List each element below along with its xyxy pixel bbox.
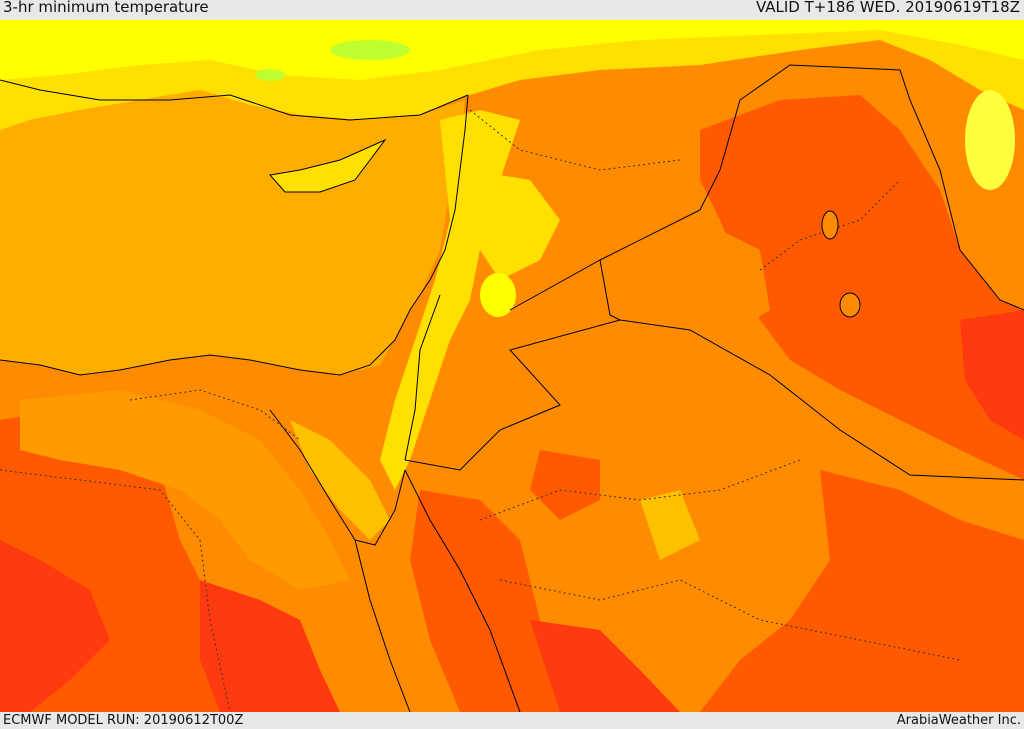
region-iraq-red (700, 95, 1024, 480)
cool-patch-east (965, 90, 1015, 190)
saudi-iraq-border (619, 319, 1024, 481)
temperature-map-svg (0, 20, 1024, 712)
region-sinai (290, 420, 390, 540)
red-patch-center (530, 450, 600, 520)
mediterranean-coastline (0, 94, 469, 376)
map-title: 3-hr minimum temperature (3, 0, 209, 16)
turkey-coastline (0, 79, 469, 121)
border-dotted-2 (479, 459, 801, 521)
valid-time-label: VALID T+186 WED. 20190619T18Z (755, 0, 1020, 16)
lake-1 (821, 210, 839, 240)
region-syria-yellow (470, 170, 560, 280)
yellow-patch-center (640, 490, 700, 560)
temperature-map (0, 20, 1024, 712)
region-gulf-red (960, 310, 1024, 440)
red-sea-west-coast (354, 539, 411, 712)
border-dotted-3 (469, 109, 681, 171)
region-nile-red (200, 580, 340, 712)
cool-patch-2 (255, 69, 285, 81)
red-sea-east-coast (404, 469, 521, 712)
map-footer: ECMWF MODEL RUN: 20190612T00Z ArabiaWeat… (0, 712, 1024, 729)
region-egypt-orange (20, 390, 350, 590)
border-dotted-6 (129, 389, 301, 441)
cool-patch-levant (480, 273, 516, 317)
model-run-label: ECMWF MODEL RUN: 20190612T00Z (3, 713, 244, 728)
region-hejaz-red (410, 490, 600, 712)
cyprus-coastline (269, 138, 387, 193)
jordan-border (404, 259, 622, 471)
credit-label: ArabiaWeather Inc. (896, 713, 1021, 728)
border-dotted-1 (0, 469, 231, 712)
region-egypt-deep-red (0, 540, 110, 712)
region-west-iraq (600, 220, 770, 340)
region-southeast-red (700, 470, 1024, 712)
iraq-border (599, 64, 1024, 311)
coastlines (0, 64, 1024, 712)
cool-patch-1 (330, 40, 410, 60)
region-mediterranean (0, 90, 465, 375)
map-header: 3-hr minimum temperature VALID T+186 WED… (0, 0, 1024, 20)
lake-2 (839, 292, 861, 318)
dead-sea-line (404, 294, 441, 461)
region-south-red (530, 620, 680, 712)
region-north-bright (0, 20, 1024, 80)
